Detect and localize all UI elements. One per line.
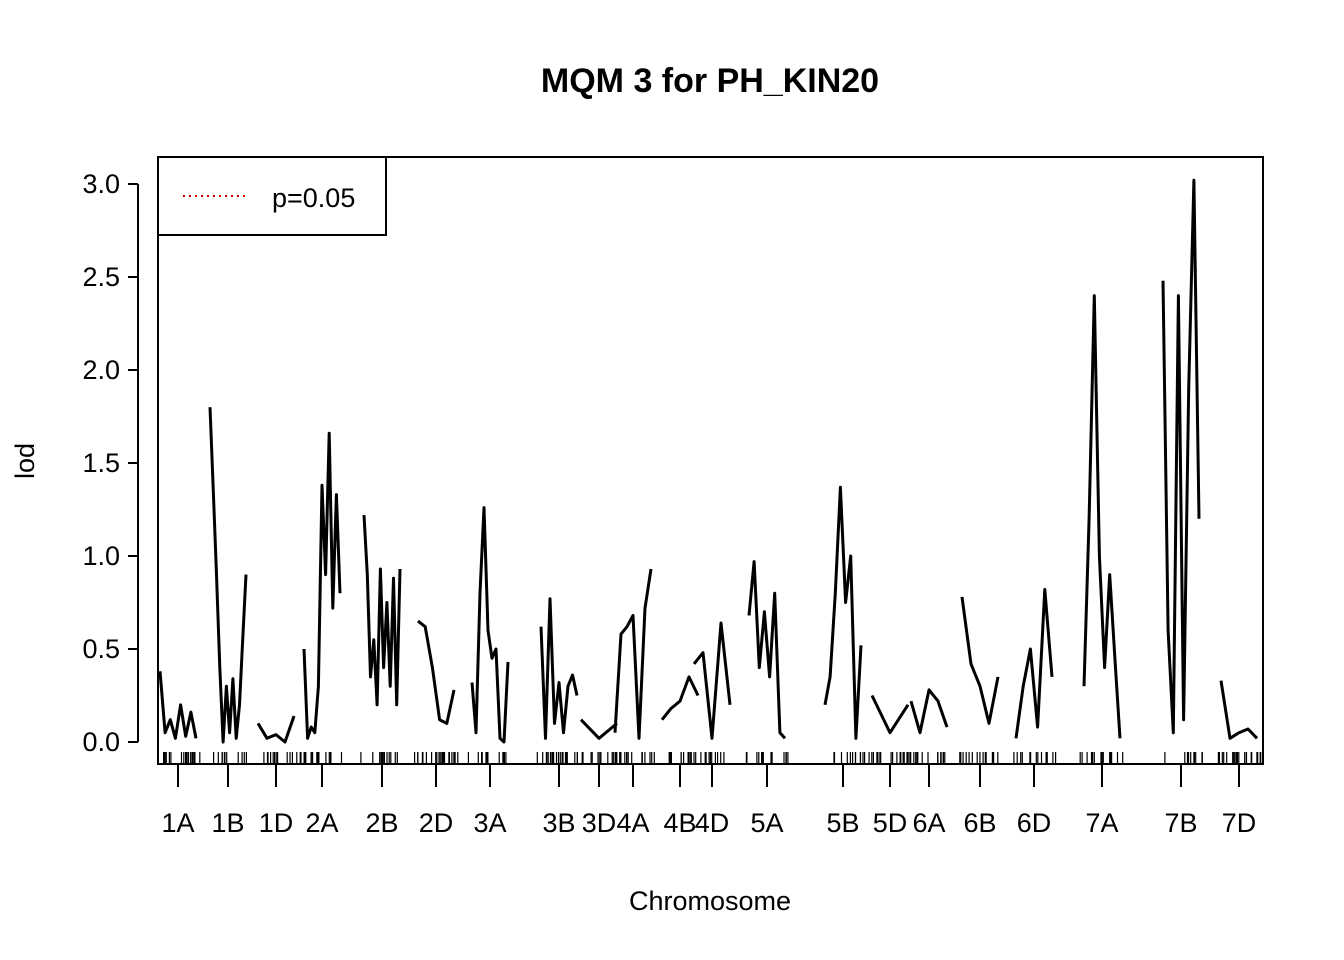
- x-tick-label-2D: 2D: [419, 808, 454, 838]
- lod-curve-3D: [579, 718, 618, 740]
- x-tick-label-7D: 7D: [1222, 808, 1257, 838]
- lod-curve-1D: [256, 715, 296, 744]
- y-tick-label: 1.0: [82, 541, 120, 571]
- lod-curve-2A: [302, 431, 342, 740]
- lod-curve-5A: [747, 560, 787, 740]
- lod-curve-2D: [417, 619, 456, 725]
- x-tick-label-7B: 7B: [1164, 808, 1197, 838]
- x-tick-label-1A: 1A: [161, 808, 194, 838]
- lod-curve-6A: [909, 688, 949, 735]
- x-tick-label-5B: 5B: [826, 808, 859, 838]
- lod-curve-4A: [613, 568, 653, 740]
- x-tick-label-4D: 4D: [695, 808, 730, 838]
- y-tick-label: 3.0: [82, 169, 120, 199]
- lod-curve-5D: [870, 694, 910, 735]
- y-tick-label: 2.0: [82, 355, 120, 385]
- lod-curve-7D: [1219, 680, 1259, 740]
- x-tick-label-7A: 7A: [1085, 808, 1118, 838]
- x-tick-label-1B: 1B: [211, 808, 244, 838]
- x-tick-label-2B: 2B: [365, 808, 398, 838]
- y-tick-label: 0.5: [82, 634, 120, 664]
- lod-curve-2B: [362, 515, 402, 707]
- x-tick-label-5D: 5D: [873, 808, 908, 838]
- chart-title: MQM 3 for PH_KIN20: [541, 62, 879, 100]
- x-tick-label-3B: 3B: [542, 808, 575, 838]
- y-tick-label: 1.5: [82, 448, 120, 478]
- legend-label: p=0.05: [272, 183, 355, 213]
- lod-curve-3A: [470, 506, 510, 744]
- x-tick-label-1D: 1D: [259, 808, 294, 838]
- legend: p=0.05: [157, 156, 387, 236]
- x-tick-label-3A: 3A: [473, 808, 506, 838]
- x-tick-label-5A: 5A: [750, 808, 783, 838]
- lod-curve-1A: [158, 671, 198, 740]
- lod-curve-7A: [1082, 294, 1122, 739]
- x-axis-label: Chromosome: [629, 886, 791, 916]
- lod-curve-6B: [960, 596, 1000, 725]
- marker-rug: [163, 752, 1262, 764]
- lod-curves: [158, 178, 1259, 744]
- y-axis-label: lod: [10, 443, 40, 479]
- x-tick-label-4A: 4A: [616, 808, 649, 838]
- lod-curve-4D: [692, 621, 732, 740]
- x-tick-label-6D: 6D: [1017, 808, 1052, 838]
- lod-curve-5B: [823, 485, 863, 740]
- x-tick-label-3D: 3D: [582, 808, 617, 838]
- x-tick-label-6A: 6A: [912, 808, 945, 838]
- lod-curve-3B: [539, 597, 579, 740]
- x-tick-label-4B: 4B: [663, 808, 696, 838]
- y-tick-label: 2.5: [82, 262, 120, 292]
- y-tick-label: 0.0: [82, 727, 120, 757]
- x-tick-label-6B: 6B: [963, 808, 996, 838]
- lod-curve-7B: [1161, 178, 1201, 735]
- lod-curve-1B: [208, 407, 248, 744]
- lod-curve-6D: [1014, 588, 1054, 739]
- y-axis: 0.0 0.5 1.0 1.5 2.0 2.5 3.0: [82, 169, 139, 757]
- x-tick-label-2A: 2A: [305, 808, 338, 838]
- lod-curve-4B: [660, 675, 700, 721]
